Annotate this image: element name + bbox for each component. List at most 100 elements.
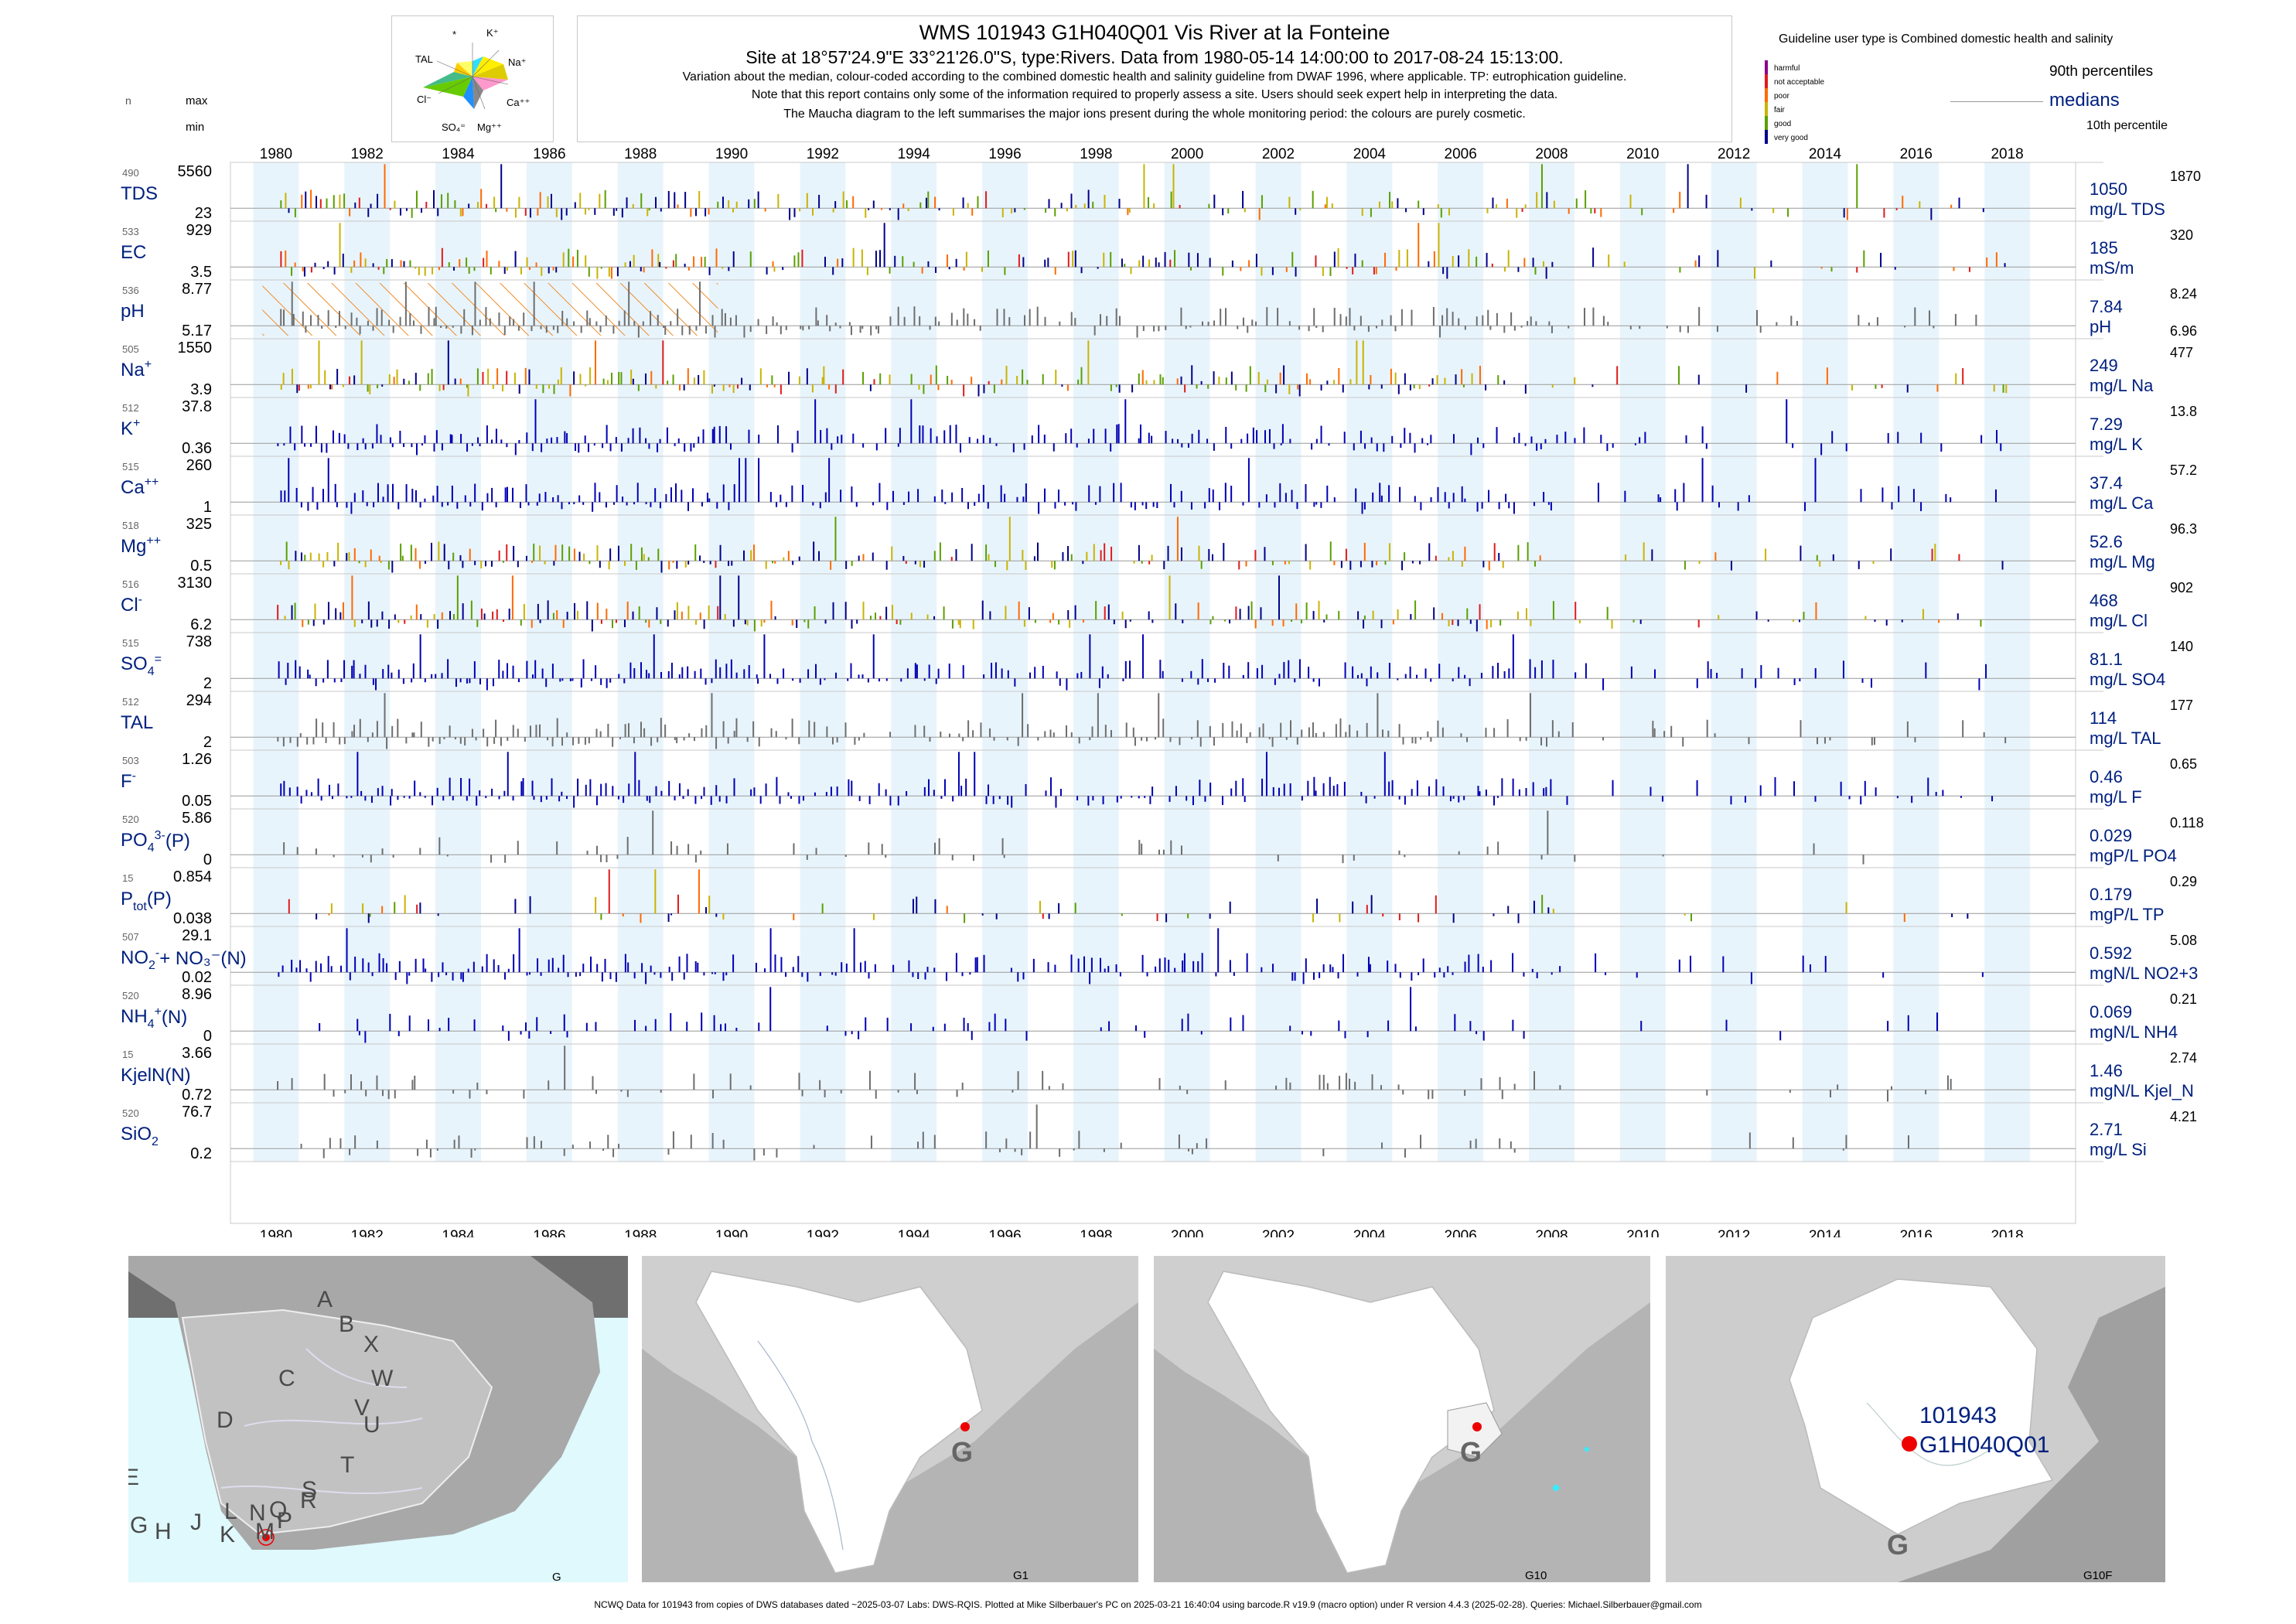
data-bar [932,1026,934,1032]
data-bar [422,958,425,973]
data-bar [1239,609,1241,620]
data-bar [1261,195,1263,209]
data-bar [1283,365,1285,385]
data-bar [518,196,520,209]
data-bar [1701,426,1704,444]
panel-max: 5.86 [182,810,212,827]
data-bar [1209,258,1211,268]
data-bar [1044,316,1046,326]
data-bar [719,544,722,561]
data-bar [972,855,974,861]
data-bar [437,619,439,629]
data-bar [1716,326,1718,333]
data-bar [1891,502,1893,510]
data-bar [1524,204,1527,209]
data-bar [923,678,926,681]
data-bar [479,443,481,447]
data-bar [1187,443,1189,448]
data-bar [1436,375,1438,385]
data-bar [1335,724,1337,738]
data-bar [1945,493,1947,503]
data-bar [1275,384,1278,394]
col-label-min: min [186,121,205,134]
data-bar [616,855,619,859]
data-bar [1213,737,1215,746]
data-bar [1787,208,1789,217]
data-bar [935,267,937,273]
x-tick-label: 2016 [1900,146,1933,162]
data-bar [1629,194,1632,209]
data-bar [295,967,298,973]
data-bar [567,972,569,977]
data-bar [1352,267,1354,275]
data-bar [815,664,817,679]
panel-p90: 1870 [2170,169,2201,184]
data-bar [468,267,470,274]
data-bar [447,502,449,506]
data-bar [365,1090,367,1097]
data-bar [722,1139,725,1149]
data-bar [1294,972,1296,981]
data-bar [933,551,936,561]
data-bar [376,1140,378,1149]
data-bar [1191,365,1193,385]
data-bar [529,208,531,218]
data-bar [381,1090,384,1097]
data-bar [376,424,378,444]
data-bar [632,428,634,444]
data-bar [1197,960,1199,973]
data-bar [780,957,783,973]
data-bar [382,496,384,503]
data-bar [879,373,882,385]
panel-variable-name: Na+ [121,358,152,380]
data-bar [746,619,749,626]
data-bar [1523,972,1525,977]
data-bar [1131,796,1133,798]
data-bar [1124,399,1127,444]
data-bar [1168,575,1171,620]
data-bar [693,443,695,448]
data-bar [698,191,701,209]
data-bar [1268,737,1271,739]
data-bar [1064,502,1066,506]
data-bar [1858,315,1860,326]
data-bar [1165,913,1168,923]
data-bar [485,561,487,567]
data-bar [514,251,517,268]
data-bar [1029,309,1031,326]
data-bar [916,896,918,914]
data-bar [353,548,356,561]
data-bar [464,737,466,745]
data-bar [675,254,677,268]
data-bar [1802,955,1804,973]
data-bar [1342,384,1344,393]
data-bar [1278,787,1280,797]
data-bar [525,484,527,503]
data-bar [1233,972,1235,976]
data-bar [1831,431,1834,444]
data-bar [749,384,751,391]
data-bar [596,545,599,561]
data-bar [1158,958,1161,973]
data-bar [528,267,531,270]
data-bar [988,380,990,385]
data-bar [585,784,587,797]
data-bar [1076,443,1078,448]
data-bar [713,384,715,387]
data-bar [1004,493,1006,503]
panel-p90: 13.8 [2170,404,2197,419]
data-bar [1427,443,1429,445]
data-bar [362,958,364,973]
data-bar [1163,561,1165,570]
data-bar [1087,189,1090,209]
data-bar [1716,672,1718,679]
data-bar [1172,438,1174,444]
data-bar [1657,494,1660,503]
data-bar [610,372,612,385]
data-bar [836,786,838,797]
data-bar [1501,778,1503,797]
data-bar [1285,267,1288,272]
data-bar [1448,502,1450,509]
data-bar [1982,208,1984,213]
data-bar [1531,968,1534,973]
